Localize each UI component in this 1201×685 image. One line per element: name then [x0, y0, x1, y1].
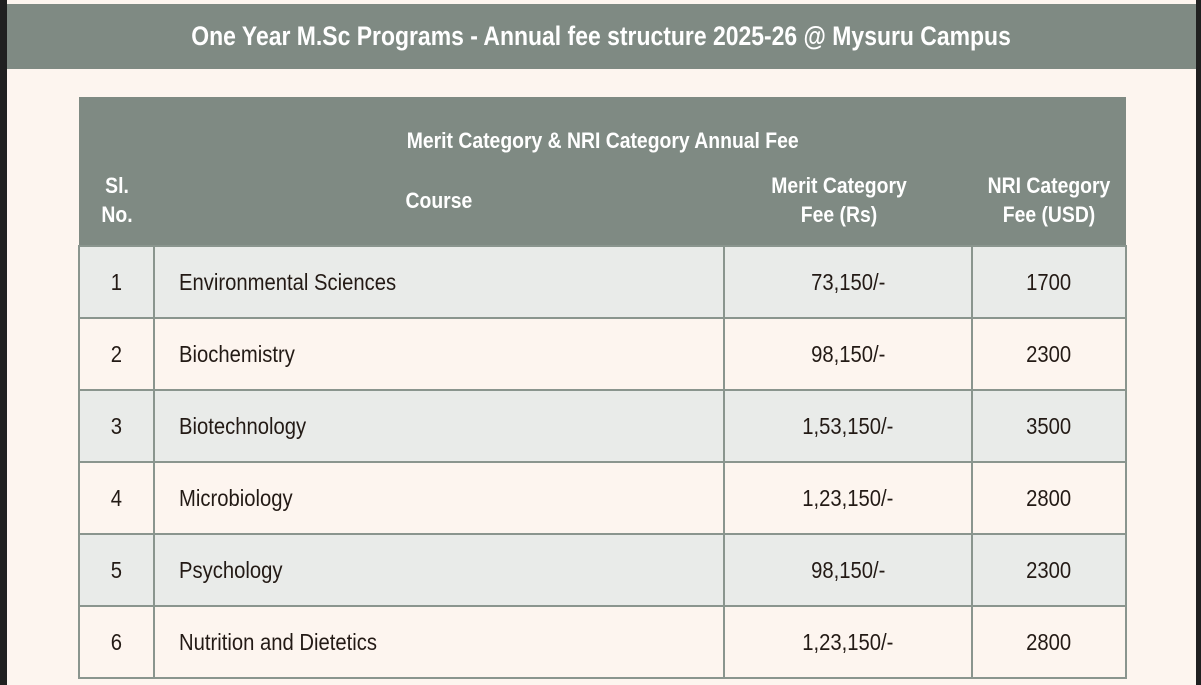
sl-cell: 5 [78, 533, 155, 607]
table-row: 1 Environmental Sciences 73,150/- 1700 [78, 245, 1127, 319]
nri-fee-cell: 1700 [971, 245, 1127, 319]
sl-cell: 1 [78, 245, 155, 319]
title-banner: One Year M.Sc Programs - Annual fee stru… [7, 4, 1196, 69]
merit-fee-cell-text: 98,150/- [810, 340, 886, 367]
course-cell-text: Microbiology [179, 484, 293, 511]
nri-fee-cell-text: 3500 [1026, 412, 1072, 439]
sl-cell: 4 [78, 461, 155, 535]
course-cell: Psychology [153, 533, 725, 607]
nri-fee-cell: 2300 [971, 317, 1127, 391]
course-cell: Biochemistry [153, 317, 725, 391]
table-row: 2 Biochemistry 98,150/- 2300 [78, 317, 1127, 391]
course-cell-text: Biotechnology [179, 412, 307, 439]
sl-cell: 2 [78, 317, 155, 391]
nri-fee-cell-text: 1700 [1026, 268, 1072, 295]
sl-cell-text: 6 [110, 628, 123, 655]
document-page: One Year M.Sc Programs - Annual fee stru… [7, 0, 1196, 685]
merit-fee-cell: 98,150/- [723, 317, 973, 391]
course-cell: Environmental Sciences [153, 245, 725, 319]
course-cell-text: Psychology [179, 556, 283, 583]
table-row: 6 Nutrition and Dietetics 1,23,150/- 2800 [78, 605, 1127, 679]
header-sl: Sl. No. [79, 155, 154, 246]
merit-fee-cell-text: 1,53,150/- [802, 412, 894, 439]
sl-cell-text: 5 [110, 556, 123, 583]
header-merit: Merit Category Fee (Rs) [724, 155, 972, 246]
table-row: 5 Psychology 98,150/- 2300 [78, 533, 1127, 607]
sl-cell-text: 4 [110, 484, 123, 511]
merit-fee-cell: 73,150/- [723, 245, 973, 319]
merit-fee-cell-text: 73,150/- [810, 268, 886, 295]
merit-fee-cell: 98,150/- [723, 533, 973, 607]
nri-fee-cell: 2300 [971, 533, 1127, 607]
table-row: 3 Biotechnology 1,53,150/- 3500 [78, 389, 1127, 463]
table-caption: Merit Category & NRI Category Annual Fee [79, 97, 1126, 155]
page-title: One Year M.Sc Programs - Annual fee stru… [191, 21, 1012, 51]
merit-fee-cell-text: 98,150/- [810, 556, 886, 583]
course-cell: Biotechnology [153, 389, 725, 463]
nri-fee-cell: 2800 [971, 461, 1127, 535]
course-cell: Nutrition and Dietetics [153, 605, 725, 679]
nri-fee-cell: 2800 [971, 605, 1127, 679]
sl-cell: 3 [78, 389, 155, 463]
header-nri: NRI Category Fee (USD) [972, 155, 1126, 246]
merit-fee-cell: 1,23,150/- [723, 461, 973, 535]
nri-fee-cell-text: 2300 [1026, 340, 1072, 367]
course-cell: Microbiology [153, 461, 725, 535]
fee-table: Merit Category & NRI Category Annual Fee… [78, 97, 1127, 679]
merit-fee-cell: 1,53,150/- [723, 389, 973, 463]
sl-cell-text: 3 [110, 412, 123, 439]
nri-fee-cell-text: 2800 [1026, 628, 1072, 655]
sl-cell-text: 2 [110, 340, 123, 367]
nri-fee-cell: 3500 [971, 389, 1127, 463]
nri-fee-cell-text: 2300 [1026, 556, 1072, 583]
sl-cell-text: 1 [110, 268, 123, 295]
course-cell-text: Environmental Sciences [179, 268, 397, 295]
nri-fee-cell-text: 2800 [1026, 484, 1072, 511]
header-course: Course [154, 155, 724, 246]
course-cell-text: Nutrition and Dietetics [179, 628, 377, 655]
merit-fee-cell: 1,23,150/- [723, 605, 973, 679]
course-cell-text: Biochemistry [179, 340, 295, 367]
sl-cell: 6 [78, 605, 155, 679]
merit-fee-cell-text: 1,23,150/- [802, 484, 894, 511]
table-row: 4 Microbiology 1,23,150/- 2800 [78, 461, 1127, 535]
merit-fee-cell-text: 1,23,150/- [802, 628, 894, 655]
